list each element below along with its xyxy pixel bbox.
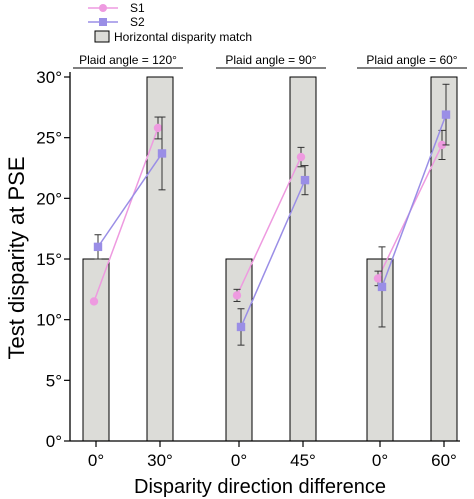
group-labels: Plaid angle = 120° Plaid angle = 90° Plaid… — [73, 53, 467, 69]
bar-3 — [289, 76, 317, 442]
data-point-S1 — [232, 291, 242, 300]
bar-2 — [225, 258, 253, 442]
y-tick-label: 10° — [36, 311, 62, 330]
series-line-S2 — [240, 179, 306, 328]
y-tick-label: 5° — [46, 371, 62, 390]
data-point-S2 — [93, 242, 103, 252]
y-axis-title: Test disparity at PSE — [4, 157, 29, 360]
bars-layer — [82, 76, 458, 442]
legend-marker-S2 — [99, 18, 107, 26]
y-tick-label: 25° — [36, 129, 62, 148]
axes-layer: 0° 5° 10° 15° 20° 25° 30° 0° 30° 0° 45° 0° 60° — [36, 68, 460, 470]
series-layer — [89, 83, 451, 346]
data-point-S2 — [441, 110, 451, 119]
x-tick-label: 0° — [372, 451, 388, 470]
legend-label-S1: S1 — [130, 1, 145, 15]
legend-label-S2: S2 — [130, 15, 145, 29]
y-tick-label: 0° — [46, 432, 62, 451]
group-label: Plaid angle = 90° — [225, 53, 316, 67]
x-tick-label: 0° — [88, 451, 104, 470]
group-label: Plaid angle = 60° — [366, 53, 457, 67]
y-tick-label: 15° — [36, 250, 62, 269]
group-label: Plaid angle = 120° — [79, 53, 177, 67]
x-tick-label: 30° — [147, 451, 173, 470]
data-point-S1 — [437, 140, 447, 150]
legend-marker-S1 — [99, 4, 107, 12]
series-line-S2 — [97, 153, 163, 248]
legend-label-bars: Horizontal disparity match — [114, 30, 252, 44]
data-point-S2 — [300, 175, 310, 185]
x-axis-title: Disparity direction difference — [134, 476, 386, 498]
x-tick-label: 45° — [290, 451, 316, 470]
series-line-S1 — [236, 156, 302, 296]
bar-1 — [146, 76, 174, 442]
data-point-S2 — [157, 149, 167, 158]
series-line-S2 — [381, 114, 447, 288]
legend-swatch-bars — [94, 30, 110, 43]
data-point-S2 — [236, 322, 246, 332]
bar-5 — [430, 76, 458, 442]
y-tick-label: 20° — [36, 189, 62, 208]
y-tick-label: 30° — [36, 68, 62, 87]
bar-0 — [82, 258, 110, 442]
data-point-S1 — [296, 152, 306, 162]
data-point-S2 — [377, 282, 387, 292]
data-point-S1 — [373, 274, 383, 283]
series-line-S1 — [93, 127, 159, 302]
data-point-S1 — [153, 123, 163, 133]
x-tick-label: 0° — [231, 451, 247, 470]
data-point-S1 — [89, 297, 99, 306]
x-tick-label: 60° — [431, 451, 457, 470]
